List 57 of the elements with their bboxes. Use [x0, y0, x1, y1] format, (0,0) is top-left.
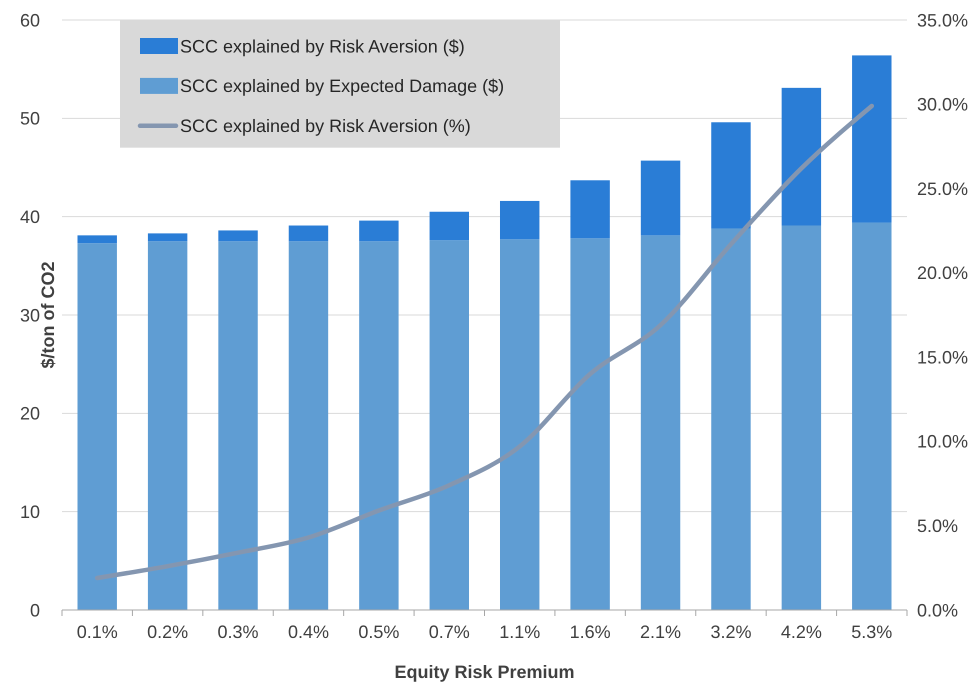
bar [77, 243, 117, 610]
bar [500, 200, 540, 240]
x-tick-label: 0.4% [288, 622, 329, 642]
bar [430, 212, 470, 240]
bar [77, 235, 117, 244]
x-tick-label: 3.2% [710, 622, 752, 642]
x-axis-title: Equity Risk Premium [394, 662, 575, 682]
y2-tick-label: 0.0% [917, 600, 958, 620]
bar [500, 239, 540, 610]
bar [148, 233, 188, 242]
bar [218, 241, 258, 610]
y2-tick-label: 35.0% [917, 10, 968, 30]
bar [218, 230, 258, 242]
bar [148, 241, 188, 610]
x-tick-label: 1.1% [499, 622, 540, 642]
y-tick-label: 60 [20, 10, 40, 30]
bar [782, 226, 822, 610]
x-tick-label: 0.2% [147, 622, 188, 642]
bar [782, 88, 822, 226]
y2-tick-label: 15.0% [917, 347, 968, 368]
y2-tick-label: 20.0% [917, 263, 968, 284]
bar [852, 222, 892, 610]
bar [288, 241, 328, 610]
line-series [94, 104, 874, 580]
y2-tick-label: 25.0% [917, 178, 968, 199]
y2-tick-label: 30.0% [917, 94, 968, 115]
x-tick-label: 2.1% [640, 622, 682, 642]
bar [430, 240, 470, 610]
x-tick-label: 1.6% [570, 622, 611, 642]
y2-tick-label: 10.0% [917, 432, 968, 452]
bar [570, 238, 610, 610]
bar [711, 228, 751, 610]
bar [570, 180, 610, 238]
legend-label: SCC explained by Risk Aversion ($) [180, 36, 465, 56]
bar [288, 226, 328, 242]
x-tick-label: 0.3% [218, 622, 259, 642]
bar [359, 241, 399, 610]
bar [359, 220, 399, 242]
bar [711, 122, 751, 228]
y-tick-label: 20 [20, 404, 40, 424]
bar [640, 235, 680, 610]
x-tick-label: 0.7% [428, 622, 470, 642]
y-tick-label: 50 [20, 108, 40, 129]
y-axis-title: $/ton of CO2 [38, 262, 58, 368]
x-tick-label: 0.1% [76, 622, 118, 642]
y-tick-label: 30 [20, 305, 40, 326]
legend-label: SCC explained by Expected Damage ($) [180, 76, 504, 96]
legend-label: SCC explained by Risk Aversion (%) [180, 116, 471, 136]
y2-tick-label: 5.0% [917, 516, 958, 536]
x-tick-label: 4.2% [780, 622, 822, 642]
y-tick-label: 0 [30, 600, 40, 620]
x-tick-label: 0.5% [358, 622, 400, 642]
bar [852, 55, 892, 223]
x-tick-label: 5.3% [851, 622, 892, 642]
bar [640, 160, 680, 236]
y-tick-label: 40 [20, 206, 40, 227]
y-tick-label: 10 [20, 502, 40, 522]
